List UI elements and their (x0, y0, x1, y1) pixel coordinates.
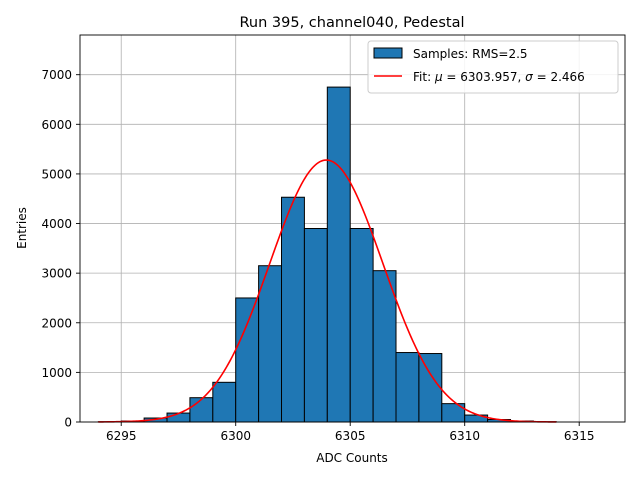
histogram-bar (395, 352, 420, 423)
histogram-bar (372, 270, 397, 423)
histogram-bar (235, 297, 260, 423)
legend-swatch-samples (373, 47, 403, 59)
x-tick-label: 6300 (220, 429, 251, 443)
histogram-bar (418, 353, 443, 423)
y-tick-label: 1000 (41, 366, 72, 380)
plot-frame (79, 34, 626, 423)
legend: Samples: RMS=2.5 Fit: μ = 6303.957, σ = … (367, 40, 619, 94)
histogram-bar (258, 265, 283, 423)
x-tick-label: 6315 (564, 429, 595, 443)
legend-box (367, 40, 619, 94)
histogram-bar (166, 412, 191, 423)
chart-title: Run 395, channel040, Pedestal (239, 15, 464, 31)
histogram-bars (97, 86, 557, 423)
legend-label-samples: Samples: RMS=2.5 (413, 47, 528, 61)
histogram-bar (212, 381, 237, 423)
y-axis-ticks: 0 1000 2000 3000 4000 5000 6000 7000 (41, 68, 80, 430)
y-axis-label: Entries (15, 207, 29, 249)
y-tick-label: 5000 (41, 167, 72, 181)
y-tick-label: 0 (64, 416, 72, 430)
legend-label-fit: Fit: μ = 6303.957, σ = 2.466 (413, 70, 585, 84)
histogram-bar (349, 228, 374, 423)
y-tick-label: 7000 (41, 68, 72, 82)
histogram-bar (189, 397, 214, 423)
x-axis-ticks: 6295 6300 6305 6310 6315 (106, 422, 595, 443)
x-axis-label: ADC Counts (316, 451, 388, 465)
histogram-bar (326, 86, 351, 423)
y-tick-label: 2000 (41, 316, 72, 330)
fit-curve (98, 159, 557, 423)
x-tick-label: 6305 (335, 429, 366, 443)
histogram-bar (303, 228, 328, 423)
histogram-bar (281, 196, 305, 423)
x-tick-label: 6310 (449, 429, 480, 443)
x-tick-label: 6295 (106, 429, 137, 443)
y-tick-label: 4000 (41, 217, 72, 231)
y-tick-label: 3000 (41, 267, 72, 281)
y-tick-label: 6000 (41, 118, 72, 132)
